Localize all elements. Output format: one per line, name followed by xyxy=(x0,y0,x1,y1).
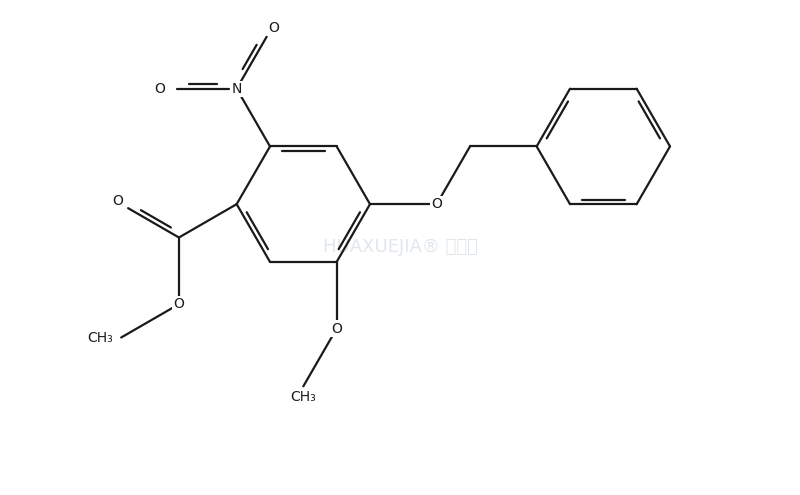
Text: N: N xyxy=(231,82,242,96)
Text: O: O xyxy=(431,197,442,211)
Text: CH₃: CH₃ xyxy=(87,331,113,345)
Text: O: O xyxy=(154,82,165,96)
Text: HUAXUEJIA® 化学加: HUAXUEJIA® 化学加 xyxy=(322,239,478,256)
Text: O: O xyxy=(331,322,342,336)
Text: O: O xyxy=(113,194,123,208)
Text: CH₃: CH₃ xyxy=(290,390,316,403)
Text: O: O xyxy=(268,21,278,35)
Text: O: O xyxy=(174,297,184,311)
